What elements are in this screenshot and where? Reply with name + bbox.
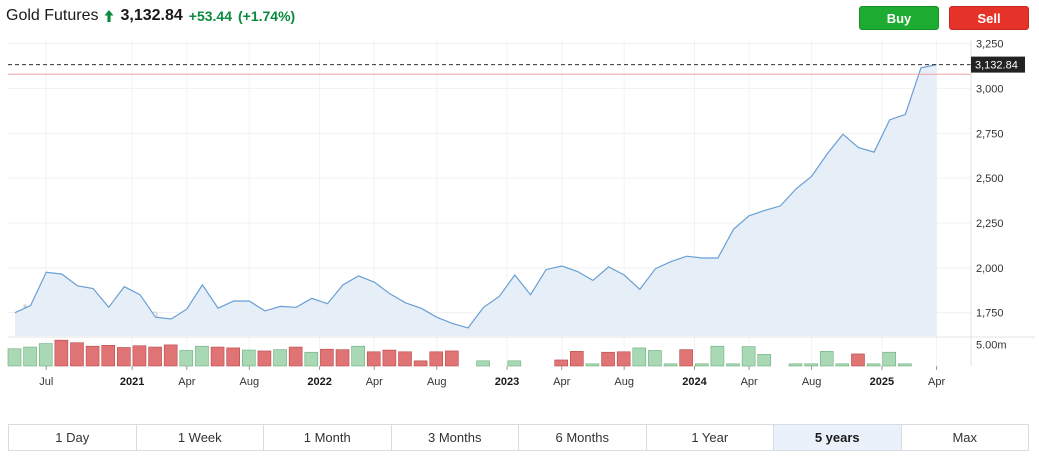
volume-bar — [257, 350, 272, 367]
volume-bar — [648, 350, 662, 367]
range-button-1-day[interactable]: 1 Day — [9, 425, 137, 450]
volume-bar — [710, 345, 725, 367]
volume-bar — [632, 347, 647, 367]
price-tag-box — [971, 56, 1025, 73]
volume-bar — [54, 339, 69, 367]
volume-bar — [117, 347, 131, 367]
volume-bar — [429, 351, 444, 367]
volume-bar — [85, 345, 100, 367]
y-tick-label: 2,000 — [976, 263, 1004, 275]
range-button-5-years[interactable]: 5 years — [774, 425, 902, 450]
volume-bar — [882, 351, 897, 367]
range-button-max[interactable]: Max — [952, 430, 978, 445]
x-tick-label: 2024 — [682, 376, 707, 388]
x-tick-label: 2022 — [307, 376, 331, 388]
volume-bar — [866, 363, 881, 367]
volume-bar — [694, 363, 709, 367]
price-chart[interactable]: Investing.com1,7502,0002,2502,5002,7503,… — [0, 36, 1039, 396]
y-tick-label: 2,500 — [976, 173, 1004, 185]
up-arrow-icon — [104, 10, 114, 22]
range-button-3-months[interactable]: 3 Months — [392, 425, 519, 450]
x-tick-label: 2021 — [120, 376, 144, 388]
x-tick-label: Apr — [178, 376, 195, 388]
price-line — [14, 64, 937, 329]
volume-bar — [398, 351, 412, 367]
volume-bar — [320, 348, 334, 367]
volume-bar — [570, 351, 584, 367]
volume-bar — [366, 351, 381, 367]
price-area — [15, 64, 937, 336]
volume-bar — [351, 345, 365, 367]
volume-bar — [445, 350, 459, 367]
volume-bar — [819, 351, 834, 367]
time-range-selector: 1 Day 1 Week 1 Month 3 Months 6 Months 1 Year… — [8, 424, 1029, 451]
x-tick-label: Aug — [240, 376, 260, 388]
volume-bar — [476, 360, 490, 367]
range-button-1-year[interactable]: 1 Year — [647, 425, 774, 450]
x-tick-label: Aug — [802, 376, 822, 388]
range-button-1-week[interactable]: 1 Week — [137, 425, 264, 450]
volume-bar — [132, 345, 147, 367]
volume-bar — [179, 350, 194, 367]
volume-bar — [242, 349, 256, 367]
volume-bar — [804, 363, 818, 367]
x-tick-label: Aug — [614, 376, 634, 388]
x-tick-label: Aug — [427, 376, 447, 388]
y-tick-label: 2,750 — [976, 128, 1004, 140]
y-tick-label: 2,250 — [976, 218, 1004, 230]
x-tick-label: Apr — [366, 376, 383, 388]
volume-bar — [585, 363, 600, 367]
volume-bar — [38, 343, 53, 367]
instrument-header: Gold Futures 3,132.84 +53.44 (+1.74%) — [6, 4, 295, 28]
volume-bar — [726, 363, 740, 367]
y-tick-label: 1,750 — [976, 308, 1004, 320]
volume-bar — [163, 344, 178, 367]
volume-tick-label: 5.00m — [976, 339, 1007, 351]
volume-bar — [335, 349, 350, 367]
volume-bar — [226, 347, 240, 367]
buy-button[interactable]: Buy — [859, 6, 939, 30]
sell-button[interactable]: Sell — [949, 6, 1029, 30]
x-tick-label: 2023 — [495, 376, 519, 388]
volume-bar — [210, 346, 225, 367]
volume-bar — [304, 351, 319, 367]
volume-bar — [70, 342, 84, 367]
volume-bar — [835, 363, 850, 367]
volume-bar — [507, 360, 522, 367]
price-change-percent: (+1.74%) — [237, 8, 296, 24]
volume-bar — [741, 346, 756, 367]
x-tick-label: 2025 — [870, 376, 894, 388]
volume-bar — [382, 349, 397, 367]
volume-bar — [273, 349, 287, 367]
volume-bar — [288, 346, 303, 367]
volume-bar — [601, 351, 615, 367]
volume-bar — [757, 354, 772, 367]
volume-bar — [23, 346, 37, 367]
y-tick-label: 3,250 — [976, 39, 1004, 51]
x-tick-label: Apr — [553, 376, 570, 388]
x-tick-label: Apr — [928, 376, 945, 388]
volume-bar — [851, 353, 865, 367]
instrument-title: Gold Futures — [6, 7, 99, 24]
volume-bar — [148, 346, 162, 367]
x-tick-label: Apr — [741, 376, 758, 388]
volume-bar — [7, 348, 22, 367]
volume-bar — [195, 345, 209, 367]
price-change: +53.44 — [188, 8, 232, 24]
last-price: 3,132.84 — [120, 7, 183, 24]
volume-bar — [616, 351, 631, 367]
volume-bar — [101, 345, 116, 367]
x-tick-label: Jul — [39, 376, 53, 388]
y-tick-label: 3,000 — [976, 83, 1004, 95]
volume-bar — [663, 363, 678, 367]
range-button-6-months[interactable]: 6 Months — [519, 425, 647, 450]
volume-bar — [788, 363, 803, 367]
price-tag-label: 3,132.84 — [975, 60, 1018, 72]
volume-bar — [898, 363, 912, 367]
volume-bar — [679, 349, 693, 367]
volume-bar — [413, 360, 428, 367]
volume-bar — [554, 359, 569, 367]
range-button-1-month[interactable]: 1 Month — [264, 425, 392, 450]
